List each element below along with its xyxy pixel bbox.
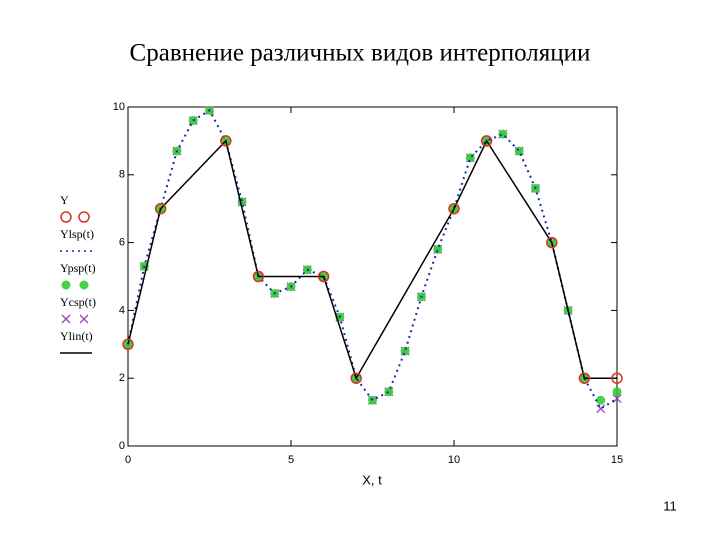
point <box>596 395 606 405</box>
plot-frame <box>127 106 618 447</box>
point <box>154 202 167 215</box>
point <box>122 338 134 351</box>
point <box>384 387 394 397</box>
point <box>350 372 362 384</box>
series-line <box>127 139 617 381</box>
legend-symbol <box>61 314 71 324</box>
point <box>578 372 591 384</box>
point <box>400 346 410 356</box>
slide-number: 11 <box>663 498 677 513</box>
legend-symbol <box>61 280 71 290</box>
legend-label: Ypsp(t) <box>60 261 96 275</box>
legend-symbol <box>79 280 89 290</box>
y-tick-label: 8 <box>119 169 125 181</box>
y-tick-label: 0 <box>119 440 125 452</box>
point <box>514 146 524 156</box>
legend-symbol <box>79 314 89 324</box>
point <box>480 135 493 147</box>
x-tick-label: 15 <box>611 454 623 466</box>
x-tick-label: 0 <box>125 454 131 466</box>
legend-symbol <box>60 211 72 223</box>
point <box>611 372 623 384</box>
legend-label: Y <box>60 193 69 207</box>
point <box>252 270 265 283</box>
legend-label: Ylin(t) <box>60 329 93 343</box>
point <box>433 244 443 254</box>
point <box>317 270 330 283</box>
point <box>612 387 622 397</box>
x-tick-label: 5 <box>288 454 294 466</box>
y-tick-label: 2 <box>119 372 125 384</box>
x-tick-label: 10 <box>448 454 460 466</box>
y-tick-label: 4 <box>119 304 125 316</box>
legend-label: Ycsp(t) <box>60 295 96 309</box>
legend-symbol <box>78 211 90 223</box>
point <box>368 395 377 405</box>
point <box>448 202 460 215</box>
y-tick-label: 6 <box>119 237 125 249</box>
y-tick-label: 10 <box>113 101 125 113</box>
x-axis-label: X, t <box>362 472 382 487</box>
point <box>596 404 606 414</box>
point <box>220 135 232 147</box>
slide-title: Сравнение различных видов интерполяции <box>130 40 591 67</box>
legend-label: Ylsp(t) <box>60 227 94 241</box>
point <box>546 236 558 249</box>
series-line <box>127 108 618 411</box>
